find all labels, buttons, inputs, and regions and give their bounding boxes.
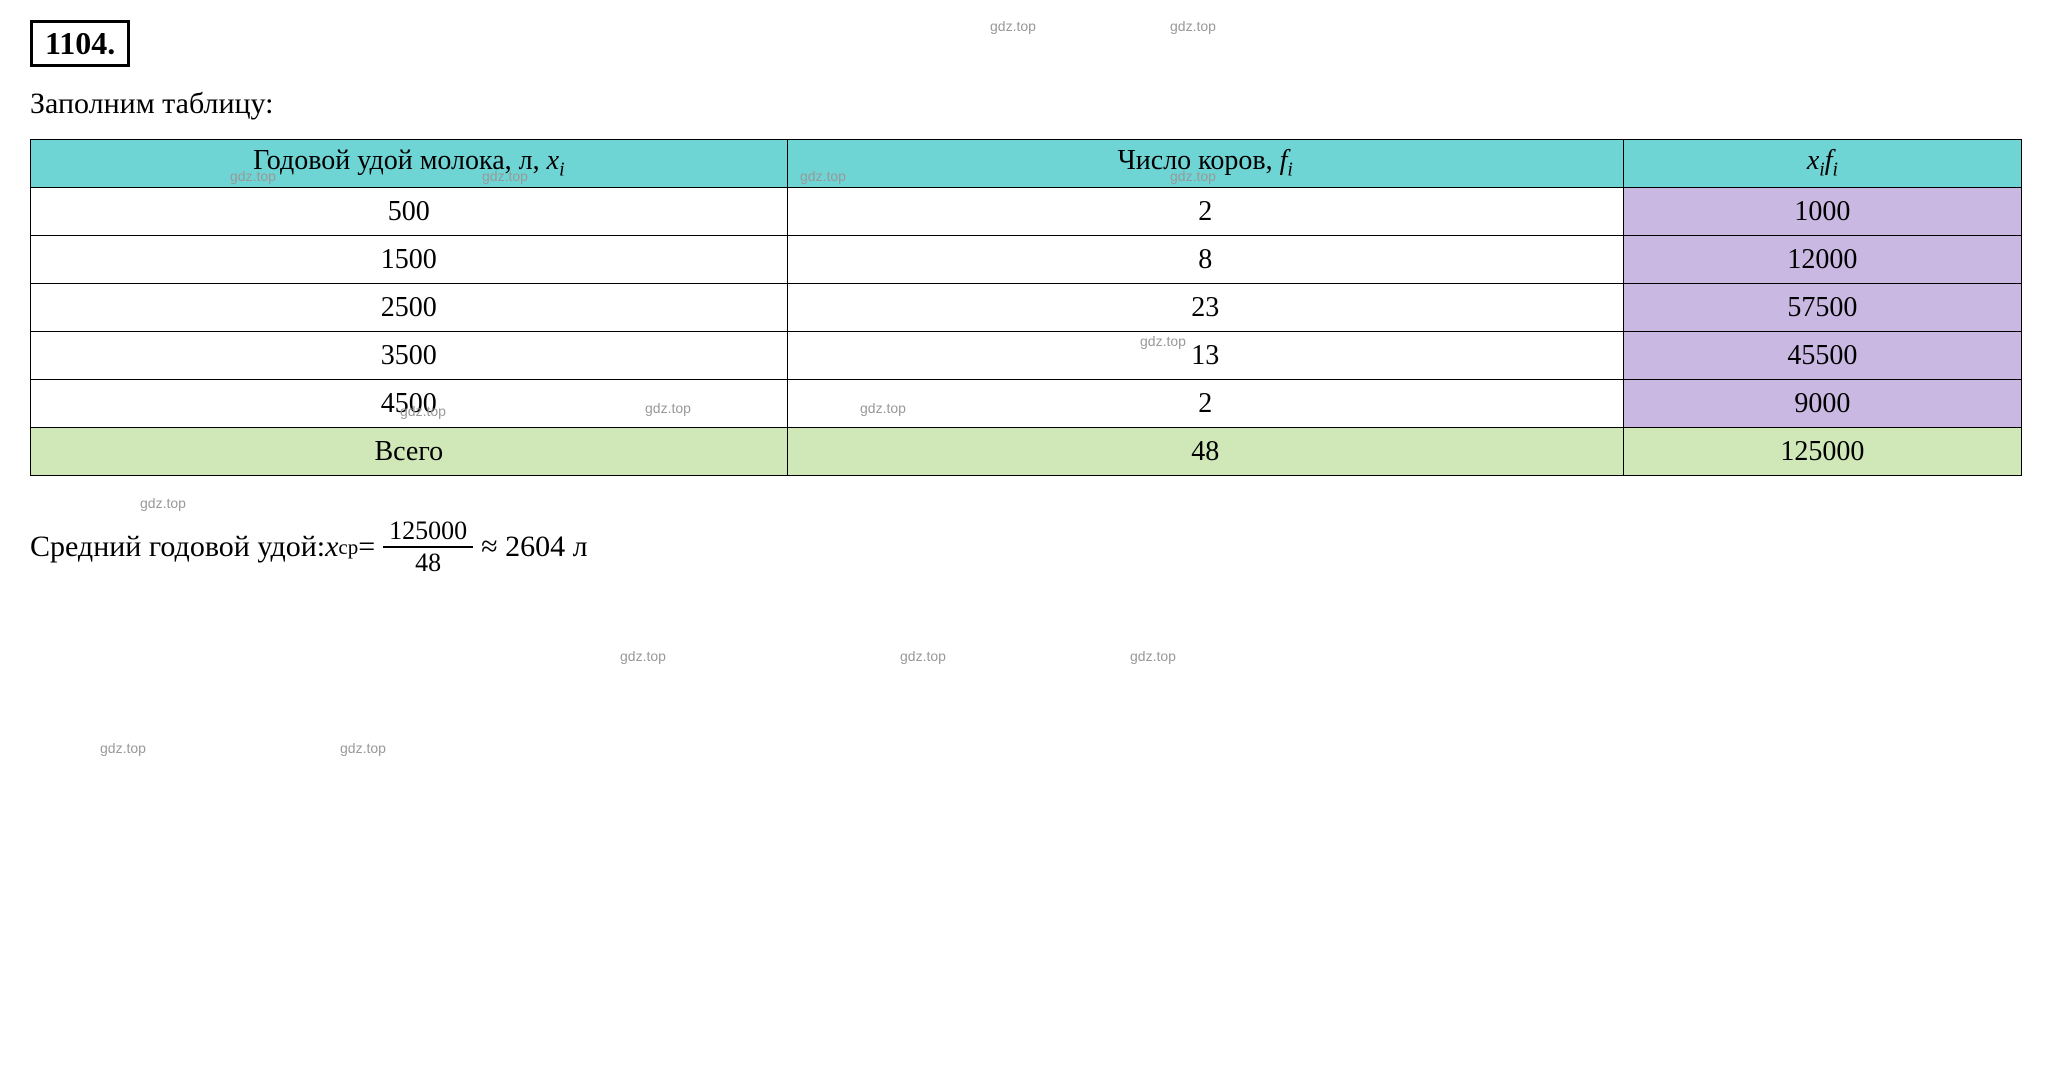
formula-row: Средний годовой удой: xср = 125000 48 ≈ … — [30, 516, 2022, 578]
table-header-row: Годовой удой молока, л, xi Число коров, … — [31, 140, 2022, 188]
header-xi-text: Годовой удой молока, л, — [253, 145, 547, 176]
cell-total-label: Всего — [31, 428, 788, 476]
header-fi-text: Число коров, — [1118, 145, 1280, 176]
problem-number-box: 1104. — [30, 20, 130, 67]
header-xifi-var1: x — [1807, 145, 1819, 176]
watermark-text: gdz.top — [900, 648, 946, 664]
cell-fi: 2 — [787, 188, 1623, 236]
cell-xi: 1500 — [31, 236, 788, 284]
cell-xifi: 45500 — [1623, 332, 2021, 380]
problem-number: 1104. — [45, 25, 115, 61]
table-row: 3500 13 45500 — [31, 332, 2022, 380]
watermark-text: gdz.top — [140, 495, 186, 511]
formula-prefix: Средний годовой удой: — [30, 530, 325, 564]
table-row: 4500 2 9000 — [31, 380, 2022, 428]
cell-total-xifi: 125000 — [1623, 428, 2021, 476]
cell-xi: 3500 — [31, 332, 788, 380]
cell-fi: 2 — [787, 380, 1623, 428]
formula-numerator: 125000 — [383, 516, 473, 548]
cell-xi: 4500 — [31, 380, 788, 428]
formula-equals: = — [358, 530, 375, 564]
cell-xifi: 9000 — [1623, 380, 2021, 428]
watermark-text: gdz.top — [990, 18, 1036, 34]
header-xi-sub: i — [559, 160, 564, 181]
watermark-text: gdz.top — [620, 648, 666, 664]
cell-xi: 2500 — [31, 284, 788, 332]
header-fi: Число коров, fi — [787, 140, 1623, 188]
table-row: 500 2 1000 — [31, 188, 2022, 236]
watermark-text: gdz.top — [1170, 18, 1216, 34]
table-wrapper: Годовой удой молока, л, xi Число коров, … — [30, 139, 2022, 476]
formula-fraction: 125000 48 — [383, 516, 473, 578]
header-xi-var: x — [547, 145, 559, 176]
table-body: 500 2 1000 1500 8 12000 2500 23 57500 35… — [31, 188, 2022, 476]
header-xifi-sub2: i — [1833, 160, 1838, 181]
header-xi: Годовой удой молока, л, xi — [31, 140, 788, 188]
header-fi-sub: i — [1287, 160, 1292, 181]
header-xifi-var2: f — [1825, 145, 1833, 176]
cell-total-fi: 48 — [787, 428, 1623, 476]
cell-fi: 8 — [787, 236, 1623, 284]
milk-yield-table: Годовой удой молока, л, xi Число коров, … — [30, 139, 2022, 476]
cell-xifi: 57500 — [1623, 284, 2021, 332]
watermark-text: gdz.top — [100, 740, 146, 756]
table-total-row: Всего 48 125000 — [31, 428, 2022, 476]
watermark-text: gdz.top — [1130, 648, 1176, 664]
cell-xifi: 12000 — [1623, 236, 2021, 284]
instruction-text: Заполним таблицу: — [30, 87, 2022, 121]
formula-approx: ≈ 2604 л — [481, 530, 587, 564]
cell-fi: 13 — [787, 332, 1623, 380]
cell-xi: 500 — [31, 188, 788, 236]
watermark-text: gdz.top — [340, 740, 386, 756]
header-xifi: xifi — [1623, 140, 2021, 188]
formula-sub: ср — [338, 535, 358, 560]
formula-denominator: 48 — [409, 548, 447, 578]
table-row: 1500 8 12000 — [31, 236, 2022, 284]
table-row: 2500 23 57500 — [31, 284, 2022, 332]
formula-var: x — [325, 530, 338, 564]
cell-fi: 23 — [787, 284, 1623, 332]
cell-xifi: 1000 — [1623, 188, 2021, 236]
